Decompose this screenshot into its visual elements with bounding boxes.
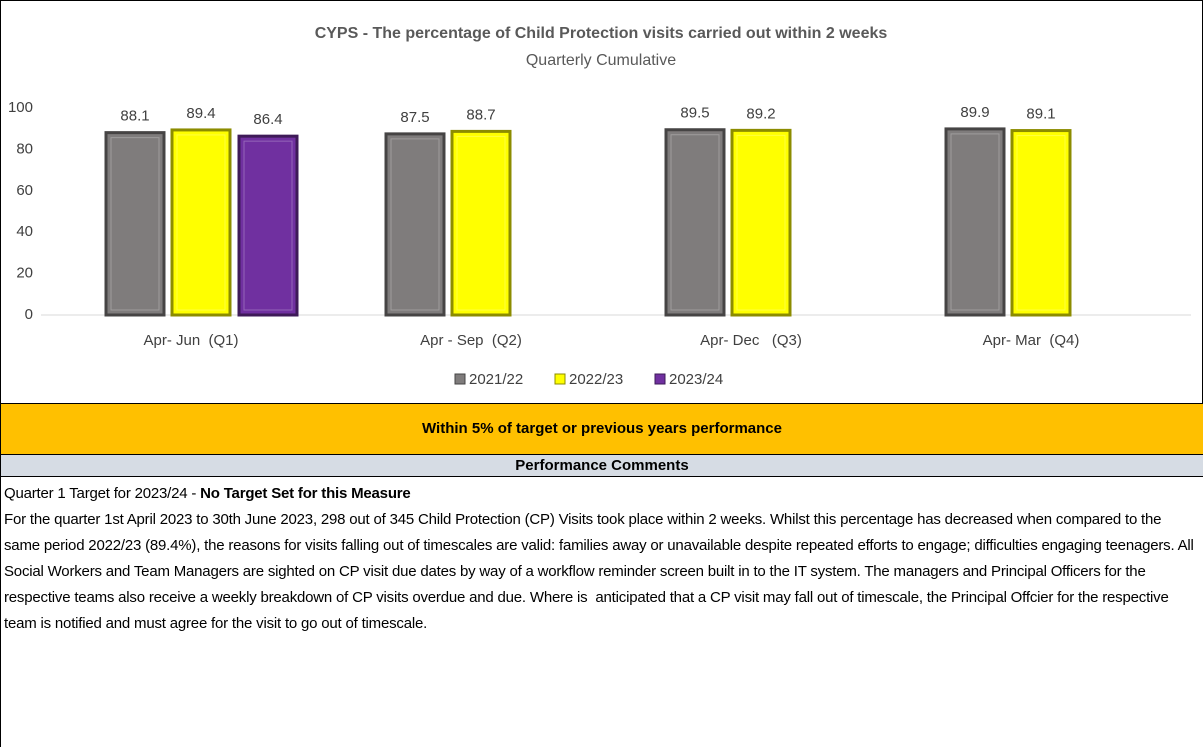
bar-bevel — [456, 135, 506, 311]
bar-bevel — [176, 134, 226, 311]
legend-label: 2021/22 — [469, 371, 523, 388]
y-tick-label: 60 — [16, 182, 33, 199]
data-label: 89.5 — [680, 105, 709, 122]
bar — [664, 128, 726, 317]
x-tick-label: Apr- Dec (Q3) — [700, 332, 802, 349]
data-label: 89.1 — [1026, 106, 1055, 123]
y-tick-label: 80 — [16, 140, 33, 157]
bar — [384, 132, 446, 317]
comments: Quarter 1 Target for 2023/24 - No Target… — [1, 477, 1203, 637]
bar — [237, 134, 299, 317]
comments-heading: Performance Comments — [1, 455, 1203, 477]
chart-subtitle: Quarterly Cumulative — [526, 52, 676, 69]
bar — [944, 127, 1006, 317]
bar-bevel — [736, 134, 786, 311]
bar-bevel — [950, 133, 1000, 311]
x-tick-label: Apr - Sep (Q2) — [420, 332, 522, 349]
bar — [450, 129, 512, 317]
bar-bevel — [390, 138, 440, 311]
bar — [170, 128, 232, 317]
chart: CYPS - The percentage of Child Protectio… — [1, 0, 1203, 403]
x-tick-label: Apr- Jun (Q1) — [143, 332, 238, 349]
data-label: 89.9 — [960, 104, 989, 121]
data-label: 89.4 — [186, 105, 215, 122]
y-tick-label: 0 — [25, 306, 33, 323]
bar — [1010, 129, 1072, 317]
legend-label: 2022/23 — [569, 371, 623, 388]
x-tick-label: Apr- Mar (Q4) — [983, 332, 1080, 349]
bar-bevel — [1016, 135, 1066, 311]
legend-swatch — [554, 373, 566, 385]
target-value: No Target Set for this Measure — [200, 485, 411, 502]
bar-bevel — [670, 134, 720, 311]
legend-swatch — [454, 373, 466, 385]
y-tick-label: 100 — [8, 99, 33, 116]
chart-title: CYPS - The percentage of Child Protectio… — [315, 25, 888, 42]
bar-bevel — [243, 140, 293, 311]
legend-label: 2023/24 — [669, 371, 723, 388]
data-label: 86.4 — [253, 111, 282, 128]
comments-body: For the quarter 1st April 2023 to 30th J… — [4, 511, 1198, 632]
target-label: Quarter 1 Target for 2023/24 - — [4, 485, 201, 502]
target-line: Quarter 1 Target for 2023/24 - No Target… — [4, 481, 1199, 507]
bar — [730, 128, 792, 317]
y-tick-label: 40 — [16, 223, 33, 240]
data-label: 88.1 — [120, 108, 149, 125]
bar — [104, 131, 166, 317]
legend-swatch — [654, 373, 666, 385]
data-label: 88.7 — [466, 106, 495, 123]
status-banner: Within 5% of target or previous years pe… — [1, 403, 1203, 455]
data-label: 89.2 — [746, 105, 775, 122]
y-tick-label: 20 — [16, 265, 33, 282]
data-label: 87.5 — [400, 109, 429, 126]
bar-bevel — [110, 137, 160, 311]
